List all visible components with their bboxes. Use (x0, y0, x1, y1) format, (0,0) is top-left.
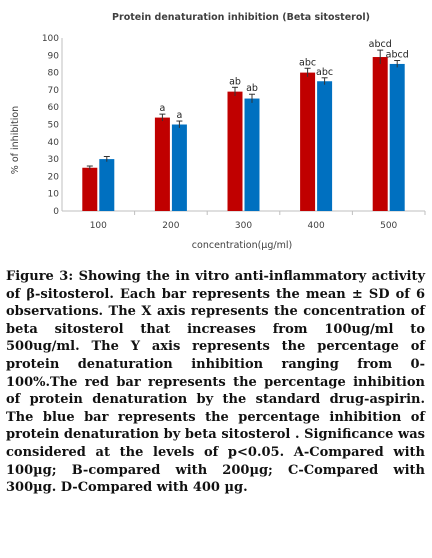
x-tick-label: 400 (308, 221, 325, 231)
significance-label: ab (229, 76, 241, 87)
x-tick-label: 500 (380, 221, 397, 231)
bar (372, 57, 388, 211)
significance-label: a (176, 110, 182, 121)
bar-chart: Protein denaturation inhibition (Beta si… (0, 0, 432, 262)
significance-label: abcd (386, 49, 409, 60)
bar (99, 159, 115, 211)
y-tick-label: 30 (48, 155, 60, 165)
y-tick-label: 0 (53, 207, 59, 217)
x-tick-label: 100 (90, 221, 107, 231)
bar (171, 124, 187, 211)
bar (389, 63, 405, 212)
significance-label: abc (316, 67, 333, 78)
bar (244, 98, 260, 211)
figure-caption: Figure 3: Showing the in vitro anti-infl… (6, 269, 425, 496)
y-tick-label: 100 (42, 34, 59, 44)
significance-label: ab (246, 83, 258, 94)
bar (82, 167, 98, 211)
y-tick-label: 60 (48, 103, 60, 113)
y-axis-title: % of inhibition (10, 106, 21, 174)
chart-svg: Protein denaturation inhibition (Beta si… (10, 12, 426, 251)
y-tick-label: 80 (48, 69, 60, 79)
y-tick-label: 50 (48, 121, 60, 131)
x-tick-label: 200 (162, 221, 179, 231)
significance-label: abcd (369, 39, 392, 50)
y-tick-label: 70 (48, 86, 60, 96)
y-tick-label: 20 (48, 172, 60, 182)
y-tick-label: 10 (48, 190, 60, 200)
chart-title: Protein denaturation inhibition (Beta si… (112, 12, 370, 23)
bar (154, 117, 170, 211)
y-tick-label: 40 (48, 138, 60, 148)
x-tick-label: 300 (235, 221, 252, 231)
bar (300, 72, 316, 211)
significance-label: a (159, 103, 165, 114)
bar (317, 81, 333, 211)
significance-label: abc (299, 57, 316, 68)
bar (227, 91, 243, 211)
y-tick-label: 90 (48, 51, 60, 61)
x-axis-title: concentration(µg/ml) (192, 240, 292, 251)
